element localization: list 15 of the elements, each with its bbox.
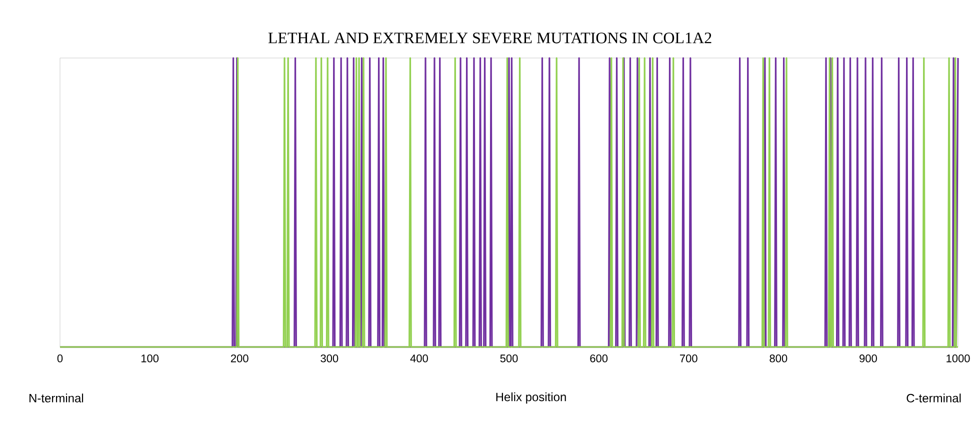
text: C-terminal bbox=[906, 394, 961, 402]
x-tick-label: 700 bbox=[680, 354, 698, 362]
x-tick-label: 100 bbox=[141, 354, 159, 362]
chart-title: LETHAL AND EXTREMELY SEVERE MUTATIONS IN COL1A2 bbox=[268, 32, 712, 44]
x-tick-label: 800 bbox=[770, 354, 788, 362]
x-tick-label: 300 bbox=[320, 354, 338, 362]
x-tick-label: 900 bbox=[860, 354, 877, 362]
x-tick-label: 500 bbox=[500, 354, 518, 362]
x-tick-label: 200 bbox=[230, 354, 248, 362]
text: N-terminal bbox=[30, 394, 84, 402]
x-axis-title: Helix position bbox=[496, 392, 566, 404]
x-tick-label: 1000 bbox=[946, 354, 970, 362]
x-tick-label: 600 bbox=[590, 354, 608, 362]
x-tick-label: 0 bbox=[57, 354, 63, 362]
x-tick-label: 400 bbox=[410, 354, 428, 362]
